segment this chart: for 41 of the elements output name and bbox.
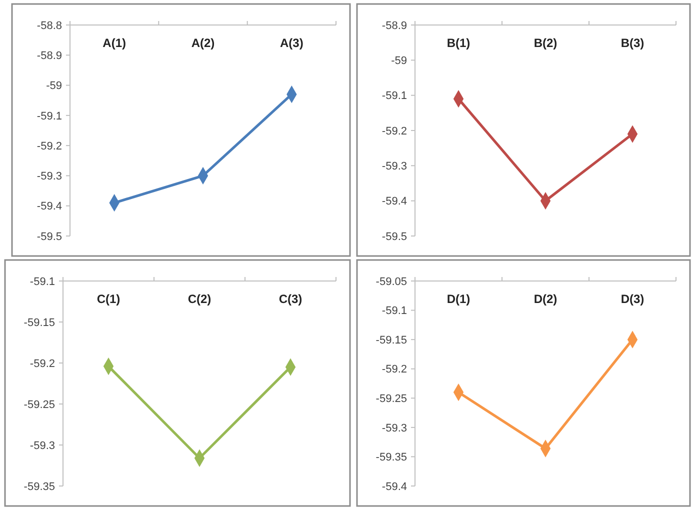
x-tick-label: C(1) — [96, 292, 120, 306]
y-tick-label: -59.1 — [382, 90, 407, 102]
y-tick-label: -59.1 — [382, 305, 407, 318]
x-tick-label: D(2) — [534, 292, 558, 306]
x-tick-label: B(2) — [534, 36, 558, 50]
y-tick-label: -59.3 — [382, 160, 407, 173]
y-tick-label: -59.25 — [24, 398, 55, 411]
y-tick-label: -59.35 — [24, 480, 55, 493]
y-tick-label: -59.2 — [30, 358, 55, 370]
y-tick-label: -59.25 — [376, 392, 407, 405]
x-tick-label: A(2) — [191, 36, 215, 50]
y-tick-label: -59.4 — [36, 200, 62, 213]
y-tick-label: -58.8 — [36, 20, 62, 32]
y-tick-label: -59.3 — [30, 440, 55, 452]
x-tick-label: D(3) — [620, 292, 644, 306]
x-tick-label: B(1) — [446, 36, 470, 50]
x-tick-label: C(2) — [188, 292, 212, 306]
y-tick-label: -59.1 — [36, 110, 62, 122]
y-tick-label: -59.35 — [376, 452, 407, 464]
y-tick-label: -59 — [46, 80, 62, 92]
x-tick-label: A(3) — [280, 36, 304, 50]
y-tick-label: -59.2 — [36, 140, 62, 152]
y-tick-label: -59.2 — [382, 364, 407, 376]
y-tick-label: -59.15 — [24, 316, 55, 329]
y-tick-label: -59.15 — [376, 334, 407, 346]
x-tick-label: B(3) — [620, 36, 644, 50]
x-tick-label: D(1) — [446, 292, 470, 306]
y-tick-label: -58.9 — [36, 50, 62, 62]
x-tick-label: A(1) — [102, 36, 126, 50]
y-tick-label: -59.1 — [30, 276, 55, 288]
y-tick-label: -59.5 — [382, 230, 407, 243]
y-tick-label: -59.2 — [382, 125, 407, 138]
y-tick-label: -59.05 — [376, 276, 407, 288]
y-tick-label: -59.4 — [382, 196, 407, 208]
y-tick-label: -59.5 — [36, 230, 62, 243]
x-tick-label: C(3) — [278, 292, 302, 306]
y-tick-label: -59.3 — [36, 170, 62, 183]
y-tick-label: -59.4 — [382, 480, 407, 493]
y-tick-label: -58.9 — [382, 20, 407, 32]
y-tick-label: -59.3 — [382, 422, 407, 434]
y-tick-label: -59 — [391, 55, 407, 68]
